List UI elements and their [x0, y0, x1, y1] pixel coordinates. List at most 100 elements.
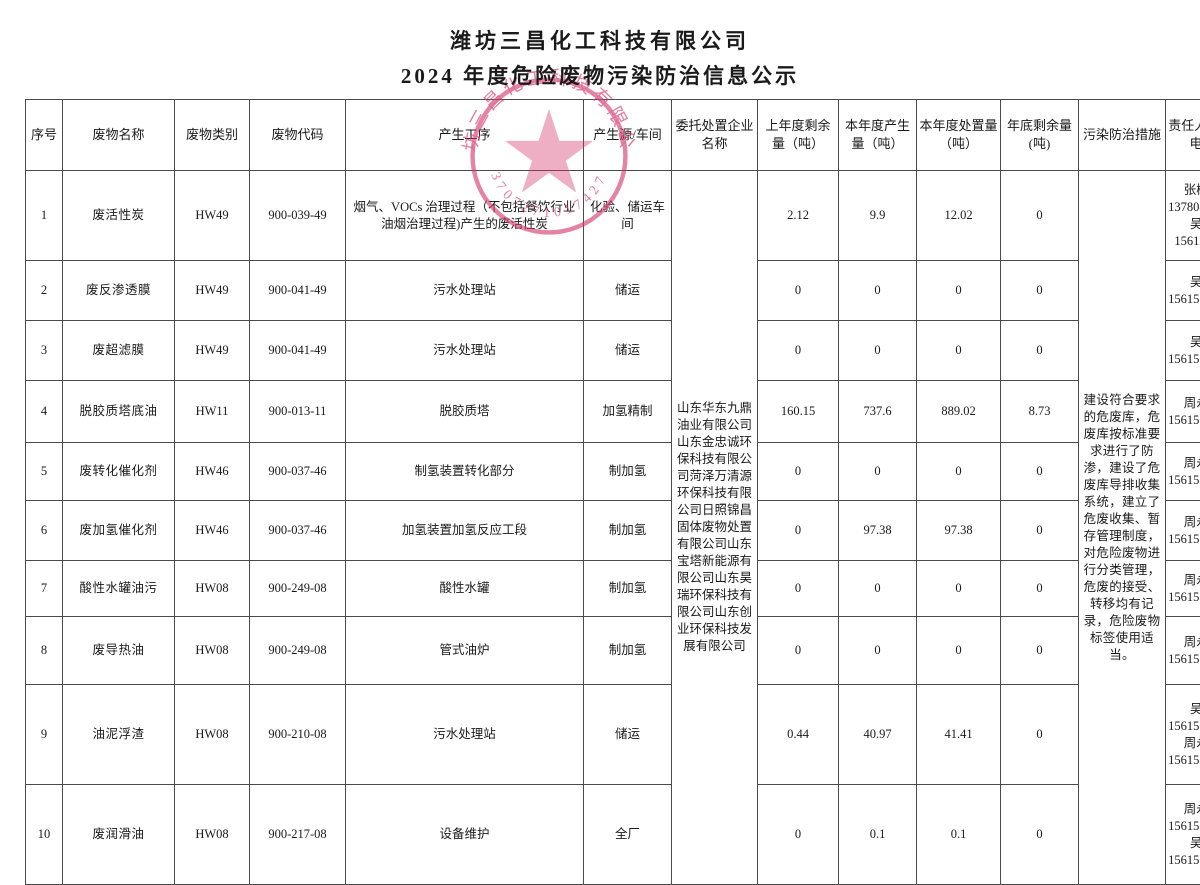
cell-waste-category: HW49: [175, 321, 250, 381]
cell-source: 化验、储运车间: [584, 171, 672, 261]
cell-current-year-disposed: 0: [917, 321, 1001, 381]
cell-waste-category: HW08: [175, 685, 250, 785]
cell-current-year-disposed: 41.41: [917, 685, 1001, 785]
cell-process: 管式油炉: [346, 617, 584, 685]
contact-person: 周永辉: [1168, 801, 1200, 818]
cell-year-end-balance: 0: [1001, 685, 1079, 785]
cell-waste-name: 脱胶质塔底油: [63, 381, 175, 443]
cell-source: 制加氢: [584, 443, 672, 501]
header-year-end-balance: 年底剩余量(吨): [1001, 100, 1079, 171]
cell-current-year-generated: 737.6: [839, 381, 917, 443]
cell-process: 污水处理站: [346, 685, 584, 785]
cell-waste-category: HW49: [175, 261, 250, 321]
cell-waste-code: 900-249-08: [250, 617, 346, 685]
cell-current-year-generated: 0: [839, 561, 917, 617]
cell-responsible-contact: 周永辉15615760399: [1166, 561, 1200, 617]
cell-current-year-disposed: 0: [917, 261, 1001, 321]
cell-waste-name: 废超滤膜: [63, 321, 175, 381]
cell-waste-code: 900-249-08: [250, 561, 346, 617]
cell-waste-category: HW49: [175, 171, 250, 261]
contact-person: 周永辉: [1168, 634, 1200, 651]
cell-source: 储运: [584, 261, 672, 321]
contact-person: 周永辉: [1168, 514, 1200, 531]
cell-current-year-disposed: 97.38: [917, 501, 1001, 561]
cell-waste-code: 900-037-46: [250, 443, 346, 501]
cell-index: 6: [26, 501, 63, 561]
contact-phone: 15615769780: [1168, 351, 1200, 368]
cell-prev-year-balance: 2.12: [758, 171, 839, 261]
cell-waste-name: 废活性炭: [63, 171, 175, 261]
cell-source: 储运: [584, 685, 672, 785]
table-row: 7酸性水罐油污HW08900-249-08酸性水罐制加氢0000周永辉15615…: [26, 561, 1200, 617]
table-row: 5废转化催化剂HW46900-037-46制氢装置转化部分制加氢0000周永辉1…: [26, 443, 1200, 501]
contact-person: 周永辉: [1168, 735, 1200, 752]
cell-waste-code: 900-039-49: [250, 171, 346, 261]
cell-process: 酸性水罐: [346, 561, 584, 617]
cell-index: 8: [26, 617, 63, 685]
cell-current-year-generated: 0: [839, 261, 917, 321]
contact-phone: 15615769780: [1168, 291, 1200, 308]
header-current-year-disposed: 本年度处置量（吨）: [917, 100, 1001, 171]
cell-prev-year-balance: 0: [758, 501, 839, 561]
cell-process: 脱胶质塔: [346, 381, 584, 443]
contact-phone: 13780831682: [1168, 199, 1200, 216]
cell-current-year-generated: 0: [839, 321, 917, 381]
cell-current-year-generated: 0.1: [839, 785, 917, 885]
cell-control-measures: 建设符合要求的危废库，危废库按标准要求进行了防渗，建设了危废库导排收集系统，建立…: [1079, 171, 1166, 885]
cell-current-year-generated: 9.9: [839, 171, 917, 261]
table-header-row: 序号 废物名称 废物类别 废物代码 产生工序 产生源/车间 委托处置企业名称 上…: [26, 100, 1200, 171]
cell-responsible-contact: 周永辉15615760399: [1166, 501, 1200, 561]
cell-waste-code: 900-013-11: [250, 381, 346, 443]
cell-process: 污水处理站: [346, 321, 584, 381]
contact-phone: 15615760399: [1168, 752, 1200, 769]
cell-current-year-disposed: 0: [917, 561, 1001, 617]
cell-current-year-disposed: 0: [917, 443, 1001, 501]
cell-waste-category: HW11: [175, 381, 250, 443]
cell-source: 制加氢: [584, 501, 672, 561]
contact-phone: 15615769780: [1168, 852, 1200, 869]
table-row: 3废超滤膜HW49900-041-49污水处理站储运0000吴涛15615769…: [26, 321, 1200, 381]
cell-responsible-contact: 周永辉15615760399: [1166, 443, 1200, 501]
contact-phone: 15615760399: [1168, 818, 1200, 835]
cell-responsible-contact: 周永辉15615760399: [1166, 617, 1200, 685]
cell-index: 5: [26, 443, 63, 501]
cell-year-end-balance: 0: [1001, 561, 1079, 617]
cell-year-end-balance: 0: [1001, 785, 1079, 885]
header-waste-code: 废物代码: [250, 100, 346, 171]
cell-source: 制加氢: [584, 617, 672, 685]
contact-person: 周永辉: [1168, 572, 1200, 589]
header-index: 序号: [26, 100, 63, 171]
cell-source: 储运: [584, 321, 672, 381]
cell-prev-year-balance: 0: [758, 617, 839, 685]
table-row: 10废润滑油HW08900-217-08设备维护全厂00.10.10周永辉156…: [26, 785, 1200, 885]
contact-person: 张树斌: [1168, 182, 1200, 199]
cell-waste-name: 废反渗透膜: [63, 261, 175, 321]
cell-process: 制氢装置转化部分: [346, 443, 584, 501]
cell-responsible-contact: 张树斌13780831682吴涛156157697: [1166, 171, 1200, 261]
header-waste-category: 废物类别: [175, 100, 250, 171]
document-header: 潍坊三昌化工科技有限公司 2024 年度危险废物污染防治信息公示: [0, 0, 1200, 92]
header-entrusted-enterprise: 委托处置企业名称: [672, 100, 758, 171]
cell-prev-year-balance: 0: [758, 261, 839, 321]
cell-current-year-generated: 97.38: [839, 501, 917, 561]
cell-process: 加氢装置加氢反应工段: [346, 501, 584, 561]
table-row: 2废反渗透膜HW49900-041-49污水处理站储运0000吴涛1561576…: [26, 261, 1200, 321]
cell-process: 设备维护: [346, 785, 584, 885]
report-title: 2024 年度危险废物污染防治信息公示: [0, 60, 1200, 92]
cell-index: 7: [26, 561, 63, 617]
contact-phone: 15615760399: [1168, 412, 1200, 429]
company-title: 潍坊三昌化工科技有限公司: [0, 26, 1200, 56]
contact-person: 吴涛: [1168, 274, 1200, 291]
cell-waste-code: 900-210-08: [250, 685, 346, 785]
cell-year-end-balance: 8.73: [1001, 381, 1079, 443]
cell-waste-code: 900-217-08: [250, 785, 346, 885]
contact-phone: 15615769780: [1168, 718, 1200, 735]
cell-prev-year-balance: 160.15: [758, 381, 839, 443]
cell-waste-name: 废加氢催化剂: [63, 501, 175, 561]
cell-source: 加氢精制: [584, 381, 672, 443]
cell-responsible-contact: 吴涛15615769780: [1166, 321, 1200, 381]
contact-phone: 15615760399: [1168, 531, 1200, 548]
